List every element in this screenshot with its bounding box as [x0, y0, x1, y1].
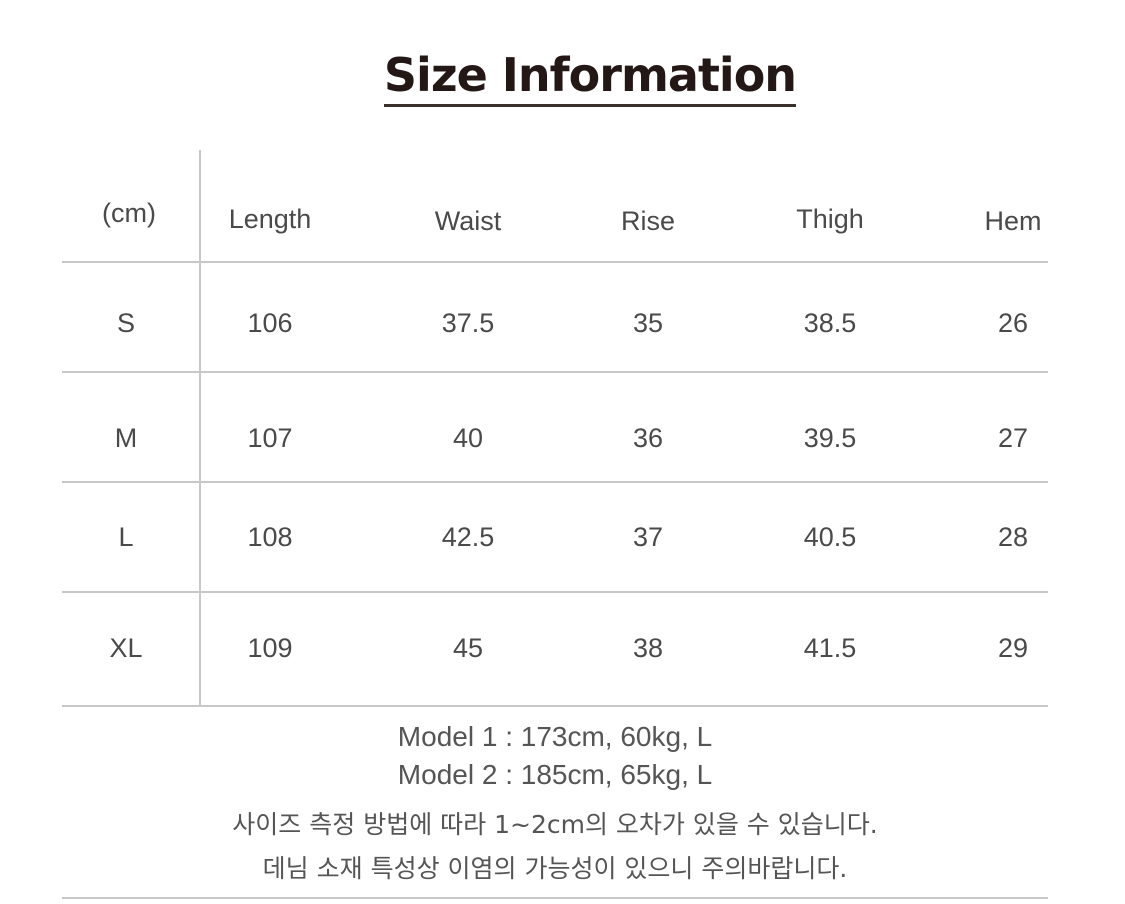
- model2-info: Model 2 : 185cm, 65kg, L: [397, 759, 713, 790]
- header-length: Length: [228, 204, 312, 234]
- row-divider: [62, 481, 1048, 483]
- unit-label: (cm): [102, 198, 156, 228]
- measurement-cell: 107: [247, 423, 293, 453]
- measurement-cell: 37: [632, 522, 664, 552]
- header-hem: Hem: [984, 206, 1042, 236]
- size-label: XL: [109, 633, 143, 663]
- measurement-cell: 38.5: [803, 308, 857, 338]
- measurement-note: 사이즈 측정 방법에 따라 1~2cm의 오차가 있을 수 있습니다.: [232, 810, 878, 839]
- model-info: Model 1 : 173cm, 60kg, L Model 2 : 185cm…: [62, 718, 1048, 884]
- measurement-cell: 40.5: [803, 522, 857, 552]
- measurement-cell: 40: [452, 423, 484, 453]
- measurement-cell: 29: [997, 633, 1029, 663]
- model1-info: Model 1 : 173cm, 60kg, L: [397, 721, 713, 752]
- page-title: Size Information: [0, 48, 1125, 107]
- measurement-cell: 38: [632, 633, 664, 663]
- row-divider: [62, 705, 1048, 707]
- measurement-cell: 109: [247, 633, 293, 663]
- measurement-cell: 35: [632, 308, 664, 338]
- measurement-cell: 39.5: [803, 423, 857, 453]
- measurement-cell: 45: [452, 633, 484, 663]
- denim-note: 데님 소재 특성상 이염의 가능성이 있으니 주의바랍니다.: [262, 854, 848, 883]
- measurement-cell: 27: [997, 423, 1029, 453]
- row-divider: [62, 371, 1048, 373]
- measurement-cell: 36: [632, 423, 664, 453]
- measurement-cell: 106: [247, 308, 293, 338]
- bottom-divider: [62, 897, 1048, 899]
- size-label: L: [118, 522, 134, 552]
- measurement-cell: 41.5: [803, 633, 857, 663]
- row-divider: [62, 591, 1048, 593]
- header-rise: Rise: [620, 206, 675, 236]
- measurement-cell: 26: [997, 308, 1029, 338]
- measurement-cell: 37.5: [441, 308, 495, 338]
- measurement-cell: 28: [997, 522, 1029, 552]
- measurement-cell: 42.5: [441, 522, 495, 552]
- column-divider: [199, 150, 201, 706]
- header-thigh: Thigh: [796, 204, 864, 234]
- size-label: S: [116, 308, 135, 338]
- measurement-cell: 108: [247, 522, 293, 552]
- size-label: M: [114, 423, 138, 453]
- header-waist: Waist: [434, 206, 502, 236]
- row-divider: [62, 261, 1048, 263]
